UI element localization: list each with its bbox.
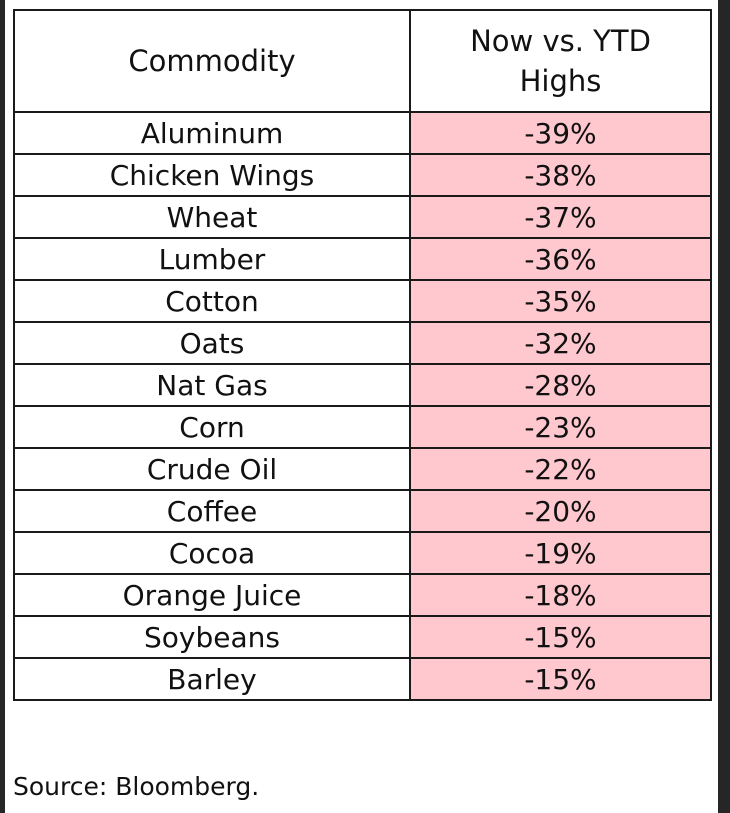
commodity-cell: Chicken Wings bbox=[13, 153, 411, 197]
table-row: Oats -32% bbox=[13, 321, 712, 365]
header-now-vs-ytd-highs: Now vs. YTD Highs bbox=[409, 9, 712, 113]
table-body: Aluminum -39% Chicken Wings -38% Wheat -37% Lu… bbox=[13, 111, 712, 701]
commodity-cell: Barley bbox=[13, 657, 411, 701]
change-cell: -23% bbox=[409, 405, 712, 449]
commodity-cell: Oats bbox=[13, 321, 411, 365]
table-row: Lumber -36% bbox=[13, 237, 712, 281]
table-row: Aluminum -39% bbox=[13, 111, 712, 155]
table-row: Cotton -35% bbox=[13, 279, 712, 323]
table-row: Corn -23% bbox=[13, 405, 712, 449]
change-cell: -19% bbox=[409, 531, 712, 575]
change-cell: -15% bbox=[409, 615, 712, 659]
table-row: Crude Oil -22% bbox=[13, 447, 712, 491]
source-note: Source: Bloomberg. bbox=[13, 772, 260, 801]
table-row: Barley -15% bbox=[13, 657, 712, 701]
header-commodity: Commodity bbox=[13, 9, 411, 113]
commodity-cell: Orange Juice bbox=[13, 573, 411, 617]
table-row: Chicken Wings -38% bbox=[13, 153, 712, 197]
change-cell: -18% bbox=[409, 573, 712, 617]
change-cell: -28% bbox=[409, 363, 712, 407]
table-row: Cocoa -19% bbox=[13, 531, 712, 575]
commodity-cell: Lumber bbox=[13, 237, 411, 281]
change-cell: -36% bbox=[409, 237, 712, 281]
table-row: Coffee -20% bbox=[13, 489, 712, 533]
commodity-cell: Soybeans bbox=[13, 615, 411, 659]
change-cell: -22% bbox=[409, 447, 712, 491]
table-row: Soybeans -15% bbox=[13, 615, 712, 659]
change-cell: -20% bbox=[409, 489, 712, 533]
table-row: Nat Gas -28% bbox=[13, 363, 712, 407]
table-panel: Commodity Now vs. YTD Highs Aluminum -39%… bbox=[5, 0, 718, 813]
change-cell: -39% bbox=[409, 111, 712, 155]
header-line-1: Now vs. YTD bbox=[470, 24, 651, 58]
change-cell: -35% bbox=[409, 279, 712, 323]
commodity-cell: Aluminum bbox=[13, 111, 411, 155]
commodity-cell: Crude Oil bbox=[13, 447, 411, 491]
commodity-cell: Cotton bbox=[13, 279, 411, 323]
change-cell: -38% bbox=[409, 153, 712, 197]
change-cell: -37% bbox=[409, 195, 712, 239]
commodity-cell: Coffee bbox=[13, 489, 411, 533]
commodity-cell: Nat Gas bbox=[13, 363, 411, 407]
commodity-cell: Wheat bbox=[13, 195, 411, 239]
header-line-2: Highs bbox=[519, 64, 602, 98]
table-row: Wheat -37% bbox=[13, 195, 712, 239]
commodity-cell: Corn bbox=[13, 405, 411, 449]
change-cell: -15% bbox=[409, 657, 712, 701]
table-row: Orange Juice -18% bbox=[13, 573, 712, 617]
commodity-cell: Cocoa bbox=[13, 531, 411, 575]
commodity-table: Commodity Now vs. YTD Highs Aluminum -39%… bbox=[13, 9, 712, 701]
header-row: Commodity Now vs. YTD Highs bbox=[13, 9, 712, 113]
change-cell: -32% bbox=[409, 321, 712, 365]
